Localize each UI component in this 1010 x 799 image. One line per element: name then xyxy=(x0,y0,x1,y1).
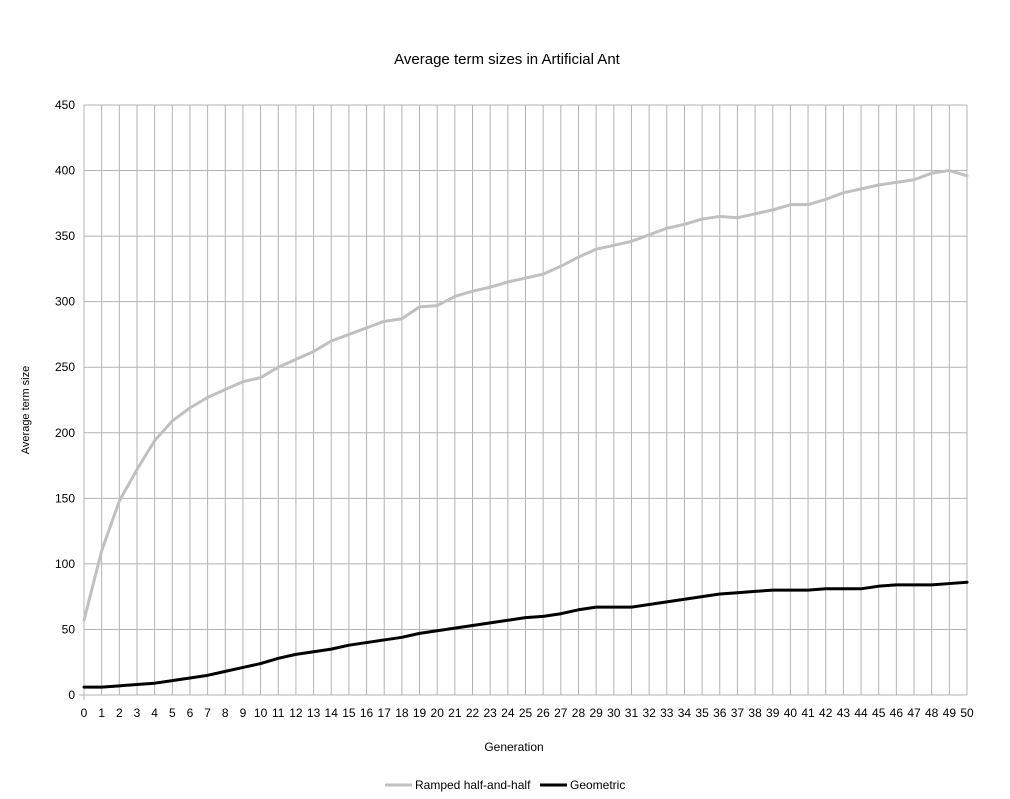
x-tick-label: 29 xyxy=(589,706,603,720)
series-lines xyxy=(82,169,969,689)
y-tick-label: 450 xyxy=(55,98,75,112)
x-tick-label: 23 xyxy=(484,706,498,720)
x-tick-label: 44 xyxy=(854,706,868,720)
x-tick-label: 45 xyxy=(872,706,886,720)
x-tick-label: 14 xyxy=(325,706,339,720)
y-tick-label: 0 xyxy=(68,688,75,702)
x-tick-label: 20 xyxy=(431,706,445,720)
x-tick-label: 26 xyxy=(536,706,550,720)
x-tick-label: 27 xyxy=(554,706,568,720)
x-tick-label: 41 xyxy=(801,706,815,720)
x-tick-label: 48 xyxy=(925,706,939,720)
y-tick-label: 250 xyxy=(55,360,75,374)
y-tick-label: 100 xyxy=(55,557,75,571)
x-tick-label: 22 xyxy=(466,706,480,720)
x-tick-label: 12 xyxy=(289,706,303,720)
x-tick-label: 39 xyxy=(766,706,780,720)
x-tick-label: 7 xyxy=(204,706,211,720)
x-tick-label: 16 xyxy=(360,706,374,720)
x-tick-label: 9 xyxy=(240,706,247,720)
x-tick-label: 38 xyxy=(748,706,762,720)
y-axis-label: Average term size xyxy=(20,366,32,454)
y-tick-label: 400 xyxy=(55,164,75,178)
series-line-1 xyxy=(82,580,969,689)
x-tick-label: 8 xyxy=(222,706,229,720)
x-tick-label: 15 xyxy=(342,706,356,720)
x-tick-label: 18 xyxy=(395,706,409,720)
x-axis-label: Generation xyxy=(484,740,543,754)
x-tick-label: 36 xyxy=(713,706,727,720)
y-axis-ticks: 0 50 100 150 200 250 300 350 400 450 xyxy=(55,98,75,702)
x-tick-label: 40 xyxy=(784,706,798,720)
x-tick-label: 34 xyxy=(678,706,692,720)
x-axis-ticks: 0 1 2 3 4 5 6 7 8 9 10 11 12 13 14 15 16 17 18 19 20 21 22 23 24… xyxy=(81,706,974,720)
grid-lines xyxy=(79,104,968,700)
x-tick-label: 42 xyxy=(819,706,833,720)
x-tick-label: 2 xyxy=(116,706,123,720)
legend-label: Ramped half-and-half xyxy=(415,778,531,792)
legend-label: Geometric xyxy=(570,778,625,792)
x-tick-label: 46 xyxy=(890,706,904,720)
x-tick-label: 11 xyxy=(272,706,285,720)
x-tick-label: 35 xyxy=(695,706,709,720)
x-tick-label: 0 xyxy=(81,706,88,720)
x-tick-label: 28 xyxy=(572,706,586,720)
x-tick-label: 4 xyxy=(151,706,158,720)
x-tick-label: 17 xyxy=(378,706,392,720)
x-tick-label: 10 xyxy=(254,706,268,720)
x-tick-label: 30 xyxy=(607,706,621,720)
x-tick-label: 25 xyxy=(519,706,533,720)
x-tick-label: 37 xyxy=(731,706,745,720)
x-tick-label: 49 xyxy=(943,706,957,720)
x-tick-label: 47 xyxy=(907,706,921,720)
series-line-0 xyxy=(82,169,969,622)
x-tick-label: 43 xyxy=(837,706,851,720)
legend: Ramped half-and-half Geometric xyxy=(385,778,625,792)
x-tick-label: 3 xyxy=(134,706,141,720)
x-tick-label: 13 xyxy=(307,706,321,720)
y-tick-label: 200 xyxy=(55,426,75,440)
x-tick-label: 50 xyxy=(960,706,974,720)
y-tick-label: 150 xyxy=(55,491,75,505)
x-tick-label: 21 xyxy=(448,706,462,720)
y-tick-label: 350 xyxy=(55,229,75,243)
x-tick-label: 33 xyxy=(660,706,674,720)
chart-title: Average term sizes in Artificial Ant xyxy=(394,51,620,68)
x-tick-label: 24 xyxy=(501,706,515,720)
x-tick-label: 19 xyxy=(413,706,427,720)
x-tick-label: 31 xyxy=(625,706,639,720)
x-tick-label: 1 xyxy=(98,706,105,720)
y-tick-label: 50 xyxy=(62,622,76,636)
y-tick-label: 300 xyxy=(55,295,75,309)
x-tick-label: 6 xyxy=(187,706,194,720)
x-tick-label: 5 xyxy=(169,706,176,720)
x-tick-label: 32 xyxy=(642,706,656,720)
